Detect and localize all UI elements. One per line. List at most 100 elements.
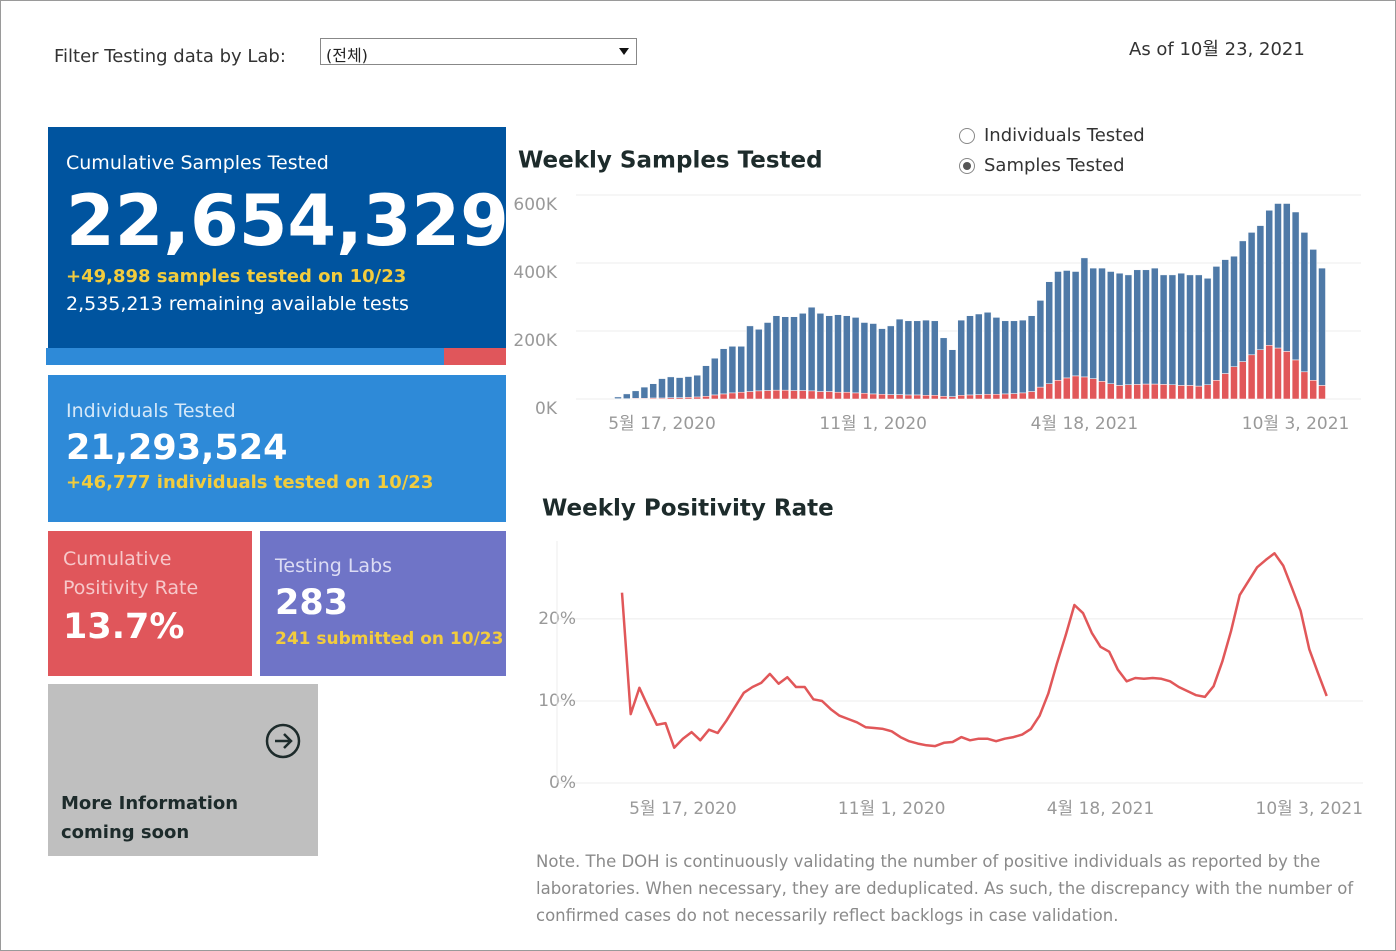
- tile-title: Testing Labs: [275, 555, 393, 577]
- bar: [755, 329, 763, 392]
- bar: [1124, 274, 1133, 385]
- bar: [772, 389, 781, 400]
- bar: [667, 376, 675, 398]
- bar: [799, 313, 807, 391]
- bar: [834, 314, 842, 393]
- as-of-date: As of 10월 23, 2021: [1129, 39, 1305, 60]
- bar: [755, 390, 763, 400]
- bar: [966, 315, 974, 396]
- bar: [1054, 271, 1062, 381]
- tile-title: Cumulative Positivity Rate: [63, 548, 199, 599]
- tile-remaining: 2,535,213 remaining available tests: [66, 293, 409, 315]
- bar: [1080, 257, 1089, 378]
- bar: [992, 317, 1001, 395]
- radio-label: Samples Tested: [984, 155, 1125, 176]
- bar: [807, 306, 816, 392]
- bar: [851, 317, 860, 394]
- bar: [825, 391, 833, 400]
- bar: [851, 392, 860, 400]
- bar: [1309, 380, 1317, 400]
- radio-individuals[interactable]: Individuals Tested: [959, 125, 1145, 146]
- bar: [895, 318, 904, 395]
- chart-title: Weekly Samples Tested: [518, 148, 823, 174]
- bar: [614, 396, 622, 399]
- bar: [1168, 274, 1177, 385]
- bar: [939, 396, 948, 400]
- bar: [781, 389, 789, 400]
- x-tick-label: 5월 17, 2020: [629, 799, 737, 819]
- x-tick-label: 5월 17, 2020: [608, 414, 716, 434]
- bar: [1177, 385, 1185, 400]
- bar: [763, 390, 772, 400]
- bar: [746, 325, 754, 392]
- radio-dot: [959, 127, 975, 144]
- bar: [1107, 271, 1115, 384]
- radio-samples[interactable]: Samples Tested: [959, 155, 1125, 176]
- bar: [1142, 383, 1150, 400]
- tile-title: Individuals Tested: [66, 400, 236, 422]
- bar: [1274, 203, 1282, 349]
- bar: [1230, 255, 1238, 367]
- bar: [1212, 266, 1221, 381]
- bar: [807, 390, 816, 400]
- bar: [1115, 272, 1124, 386]
- bar: [860, 322, 869, 394]
- cumulative-samples-tile: Cumulative Samples Tested 22,654,329 +49…: [48, 127, 509, 349]
- bar: [1168, 384, 1177, 400]
- bar: [728, 392, 737, 400]
- bar: [1256, 225, 1265, 350]
- bar: [957, 395, 965, 400]
- bar: [799, 390, 807, 400]
- bar: [931, 395, 939, 400]
- dropdown-value: (전체): [326, 46, 368, 65]
- bar: [1239, 240, 1247, 362]
- filter-label: Filter Testing data by Lab:: [54, 46, 286, 67]
- bar: [1256, 349, 1265, 400]
- bar: [640, 386, 649, 399]
- bar: [1195, 385, 1203, 400]
- bar: [1300, 371, 1309, 400]
- bar: [816, 313, 825, 392]
- bar: [790, 316, 798, 391]
- bar: [702, 365, 710, 397]
- bar: [1247, 354, 1256, 400]
- chart-title: Weekly Positivity Rate: [542, 496, 834, 522]
- bar: [1019, 319, 1027, 394]
- y-tick-label: 200K: [513, 331, 557, 351]
- bar: [1036, 386, 1045, 400]
- tile-title: Cumulative Samples Tested: [66, 152, 329, 174]
- tile-value: 283: [275, 583, 349, 623]
- bar: [649, 383, 657, 399]
- bar: [658, 378, 666, 399]
- x-tick-label: 4월 18, 2021: [1031, 414, 1139, 434]
- bar: [966, 394, 974, 400]
- bar: [860, 392, 869, 400]
- bar: [913, 394, 921, 400]
- dropdown-arrow: [619, 48, 629, 55]
- bar: [763, 322, 772, 391]
- bar: [869, 323, 877, 395]
- bar: [939, 337, 948, 397]
- tile-value: 21,293,524: [66, 428, 288, 468]
- y-tick-label: 0K: [535, 399, 558, 419]
- bar: [1203, 384, 1212, 400]
- bar: [1221, 373, 1229, 400]
- more-info-tile[interactable]: More Information coming soon: [48, 684, 318, 856]
- bar: [1098, 267, 1106, 382]
- bar: [1291, 211, 1300, 361]
- bar: [1274, 347, 1282, 400]
- lab-dropdown[interactable]: (전체): [320, 38, 637, 65]
- bar: [1318, 385, 1326, 400]
- bar: [1027, 391, 1036, 400]
- bar: [1124, 384, 1133, 400]
- bar: [895, 394, 904, 400]
- bar: [1300, 232, 1309, 373]
- bar: [1159, 384, 1168, 400]
- bar: [887, 325, 895, 395]
- bar: [878, 393, 886, 400]
- bar: [1265, 345, 1273, 400]
- bar: [693, 396, 701, 400]
- y-tick-label: 400K: [513, 263, 557, 283]
- bar: [1071, 271, 1080, 377]
